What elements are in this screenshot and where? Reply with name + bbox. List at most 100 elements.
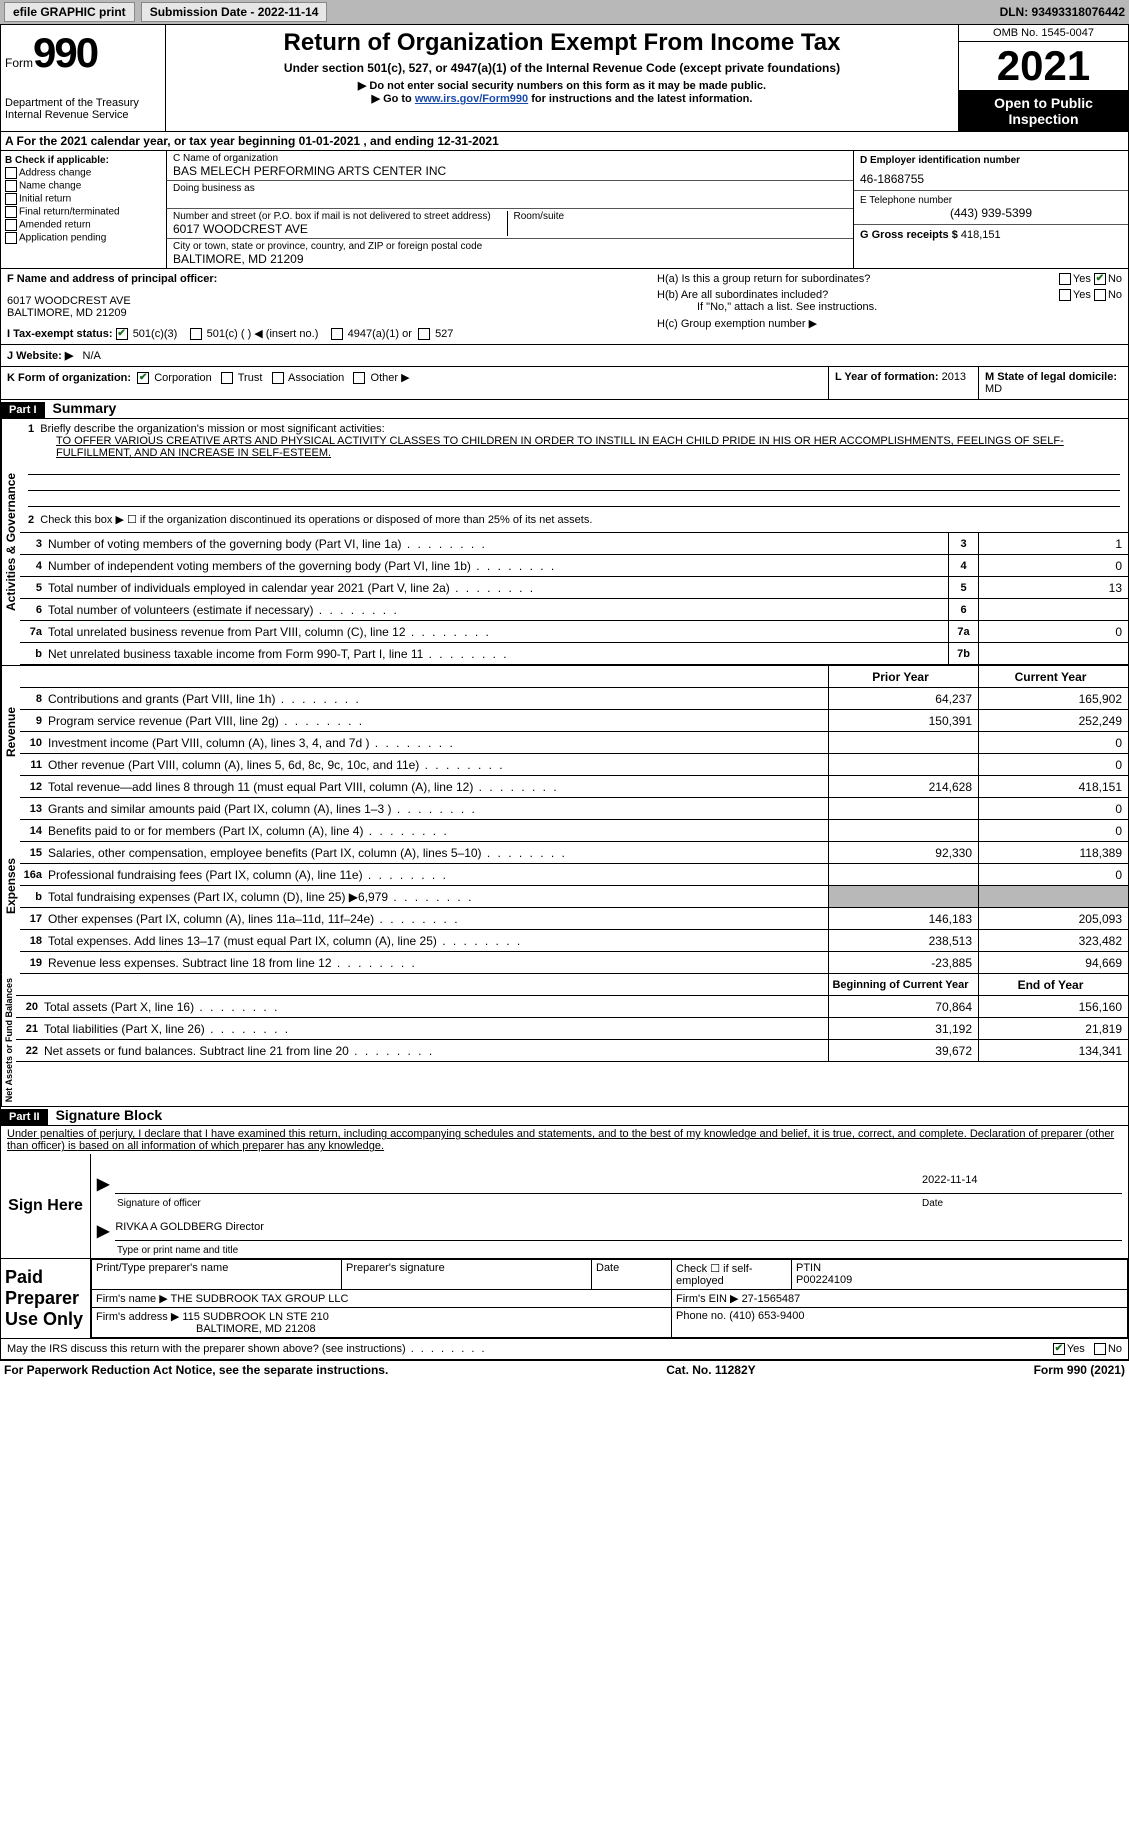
website-value: N/A: [83, 350, 101, 362]
summary-line: 8Contributions and grants (Part VIII, li…: [20, 688, 1128, 710]
summary-line: 3Number of voting members of the governi…: [20, 533, 1128, 555]
tax-year: 2021: [959, 42, 1128, 91]
summary-line: 6Total number of volunteers (estimate if…: [20, 599, 1128, 621]
arrow-icon: ▶: [97, 1174, 109, 1194]
form-number: 990: [33, 29, 97, 76]
part1-header: Part ISummary: [0, 400, 1129, 419]
summary-line: 10Investment income (Part VIII, column (…: [20, 732, 1128, 754]
hb-note: If "No," attach a list. See instructions…: [697, 301, 1122, 313]
officer-label: F Name and address of principal officer:: [7, 273, 645, 285]
ein-label: D Employer identification number: [860, 155, 1122, 166]
summary-line: 12Total revenue—add lines 8 through 11 (…: [20, 776, 1128, 798]
cb-final-return[interactable]: Final return/terminated: [5, 206, 162, 218]
cb-discuss-no[interactable]: [1094, 1343, 1106, 1355]
instr-link-row: ▶ Go to www.irs.gov/Form990 for instruct…: [170, 92, 954, 105]
hdr-eoy: End of Year: [978, 974, 1128, 995]
street-address: 6017 WOODCREST AVE: [173, 222, 507, 236]
summary-line: 21Total liabilities (Part X, line 26)31,…: [16, 1018, 1128, 1040]
summary-line: 19Revenue less expenses. Subtract line 1…: [20, 952, 1128, 974]
cb-hb-yes[interactable]: [1059, 289, 1071, 301]
cb-discuss-yes[interactable]: [1053, 1343, 1065, 1355]
submission-date-button[interactable]: Submission Date - 2022-11-14: [141, 2, 328, 22]
cb-corporation[interactable]: [137, 372, 149, 384]
cb-association[interactable]: [272, 372, 284, 384]
summary-line: 13Grants and similar amounts paid (Part …: [20, 798, 1128, 820]
officer-addr1: 6017 WOODCREST AVE: [7, 295, 645, 307]
footer-form: Form 990 (2021): [1034, 1363, 1125, 1377]
form-header: Form990 Department of the Treasury Inter…: [0, 24, 1129, 132]
cb-527[interactable]: [418, 328, 430, 340]
sign-date: 2022-11-14: [922, 1174, 1122, 1194]
cb-501c3[interactable]: [116, 328, 128, 340]
city-label: City or town, state or province, country…: [173, 241, 847, 252]
officer-addr2: BALTIMORE, MD 21209: [7, 307, 645, 319]
cb-amended-return[interactable]: Amended return: [5, 219, 162, 231]
vlabel-revenue: Revenue: [1, 666, 20, 798]
state-domicile-value: MD: [985, 383, 1002, 395]
cb-initial-return[interactable]: Initial return: [5, 193, 162, 205]
cb-4947[interactable]: [331, 328, 343, 340]
mission-label: Briefly describe the organization's miss…: [40, 423, 384, 435]
efile-print-button[interactable]: efile GRAPHIC print: [4, 2, 135, 22]
irs-link[interactable]: www.irs.gov/Form990: [415, 93, 528, 105]
summary-line: bNet unrelated business taxable income f…: [20, 643, 1128, 665]
summary-line: 9Program service revenue (Part VIII, lin…: [20, 710, 1128, 732]
summary-line: 22Net assets or fund balances. Subtract …: [16, 1040, 1128, 1062]
cb-application-pending[interactable]: Application pending: [5, 232, 162, 244]
summary-line: 4Number of independent voting members of…: [20, 555, 1128, 577]
sign-here-label: Sign Here: [1, 1154, 91, 1258]
ein-value: 46-1868755: [860, 172, 1122, 186]
hdr-prior-year: Prior Year: [828, 666, 978, 687]
cb-ha-yes[interactable]: [1059, 273, 1071, 285]
summary-line: 17Other expenses (Part IX, column (A), l…: [20, 908, 1128, 930]
summary-line: 20Total assets (Part X, line 16)70,86415…: [16, 996, 1128, 1018]
state-domicile-label: M State of legal domicile:: [985, 371, 1117, 383]
summary-line: bTotal fundraising expenses (Part IX, co…: [20, 886, 1128, 908]
summary-line: 14Benefits paid to or for members (Part …: [20, 820, 1128, 842]
org-name-label: C Name of organization: [173, 153, 847, 164]
gross-receipts-label: G Gross receipts $: [860, 229, 958, 241]
cb-hb-no[interactable]: [1094, 289, 1106, 301]
footer-catalog: Cat. No. 11282Y: [666, 1363, 755, 1377]
preparer-table: Print/Type preparer's name Preparer's si…: [91, 1259, 1128, 1338]
cb-name-change[interactable]: Name change: [5, 180, 162, 192]
section-b-checkboxes: B Check if applicable: Address change Na…: [1, 151, 166, 268]
year-formation-label: L Year of formation:: [835, 371, 939, 383]
part2-header: Part IISignature Block: [0, 1107, 1129, 1126]
perjury-text: Under penalties of perjury, I declare th…: [0, 1126, 1129, 1154]
summary-line: 15Salaries, other compensation, employee…: [20, 842, 1128, 864]
blank-line: [28, 491, 1120, 507]
cb-ha-no[interactable]: [1094, 273, 1106, 285]
blank-line: [28, 475, 1120, 491]
cb-address-change[interactable]: Address change: [5, 167, 162, 179]
org-name: BAS MELECH PERFORMING ARTS CENTER INC: [173, 164, 847, 178]
top-toolbar: efile GRAPHIC print Submission Date - 20…: [0, 0, 1129, 24]
summary-line: 18Total expenses. Add lines 13–17 (must …: [20, 930, 1128, 952]
ha-label: H(a) Is this a group return for subordin…: [657, 273, 870, 285]
dba-label: Doing business as: [173, 183, 847, 194]
phone-label: E Telephone number: [860, 195, 1122, 206]
summary-line: 5Total number of individuals employed in…: [20, 577, 1128, 599]
sig-officer-label: Signature of officer: [117, 1198, 922, 1209]
paid-preparer-label: Paid Preparer Use Only: [1, 1259, 91, 1338]
form-org-label: K Form of organization:: [7, 372, 131, 384]
summary-line: 16aProfessional fundraising fees (Part I…: [20, 864, 1128, 886]
hdr-current-year: Current Year: [978, 666, 1128, 687]
cb-other[interactable]: [353, 372, 365, 384]
instr-ssn: ▶ Do not enter social security numbers o…: [170, 79, 954, 92]
room-label: Room/suite: [514, 211, 848, 222]
blank-line: [28, 459, 1120, 475]
form-title: Return of Organization Exempt From Incom…: [170, 29, 954, 57]
dln-label: DLN: 93493318076442: [1000, 5, 1125, 19]
hdr-boy: Beginning of Current Year: [828, 974, 978, 995]
cb-trust[interactable]: [221, 372, 233, 384]
vlabel-net-assets: Net Assets or Fund Balances: [1, 974, 16, 1106]
discuss-label: May the IRS discuss this return with the…: [7, 1343, 487, 1355]
street-label: Number and street (or P.O. box if mail i…: [173, 211, 507, 222]
summary-line: 11Other revenue (Part VIII, column (A), …: [20, 754, 1128, 776]
cb-501c[interactable]: [190, 328, 202, 340]
vlabel-expenses: Expenses: [1, 798, 20, 974]
open-to-public: Open to Public Inspection: [959, 91, 1128, 131]
dept-label: Department of the Treasury Internal Reve…: [5, 97, 161, 121]
arrow-icon: ▶: [97, 1221, 109, 1241]
